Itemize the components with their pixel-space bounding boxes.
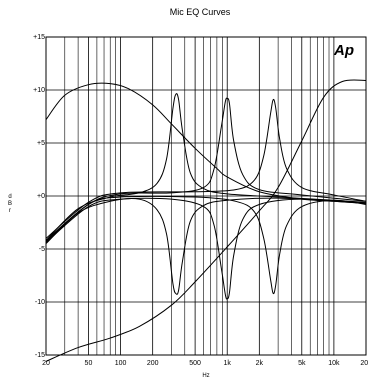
x-tick-label: 20k <box>360 360 368 367</box>
eq-curve-7 <box>45 98 367 239</box>
ap-logo-text: Ap <box>333 42 354 59</box>
eq-curve-5 <box>45 97 367 242</box>
curves <box>45 79 367 362</box>
tick-labels: 20 50 100 200 500 1k 2k 5k 10k 20k +15 +10 +5 +0 -5 -10… <box>33 34 368 367</box>
eq-curve-8 <box>45 195 367 295</box>
x-tick-label: 10k <box>328 360 340 367</box>
eq-curve-2 <box>45 79 367 362</box>
y-tick-label: +5 <box>37 140 45 147</box>
y-tick-label: -10 <box>35 299 45 306</box>
plot-frame <box>45 36 367 356</box>
eq-curve-3 <box>45 93 367 241</box>
eq-curve-4 <box>45 197 367 295</box>
x-tick-label: 20 <box>42 360 50 367</box>
ap-logo: Ap <box>333 42 354 59</box>
y-tick-label: +10 <box>33 87 45 94</box>
x-tick-label: 5k <box>298 360 306 367</box>
x-tick-label: 2k <box>256 360 264 367</box>
x-tick-label: 1k <box>224 360 232 367</box>
chart-title: Mic EQ Curves <box>170 7 231 17</box>
eq-curve-6 <box>45 197 367 300</box>
y-tick-label: -15 <box>35 352 45 359</box>
y-tick-label: +0 <box>37 193 45 200</box>
x-tick-label: 500 <box>189 360 201 367</box>
x-tick-label: 100 <box>115 360 127 367</box>
y-tick-label: +15 <box>33 34 45 41</box>
x-tick-label: 50 <box>85 360 93 367</box>
y-tick-label: -5 <box>39 246 45 253</box>
x-tick-label: 200 <box>147 360 159 367</box>
x-axis-label: Hz <box>202 373 209 379</box>
grid <box>45 36 367 356</box>
